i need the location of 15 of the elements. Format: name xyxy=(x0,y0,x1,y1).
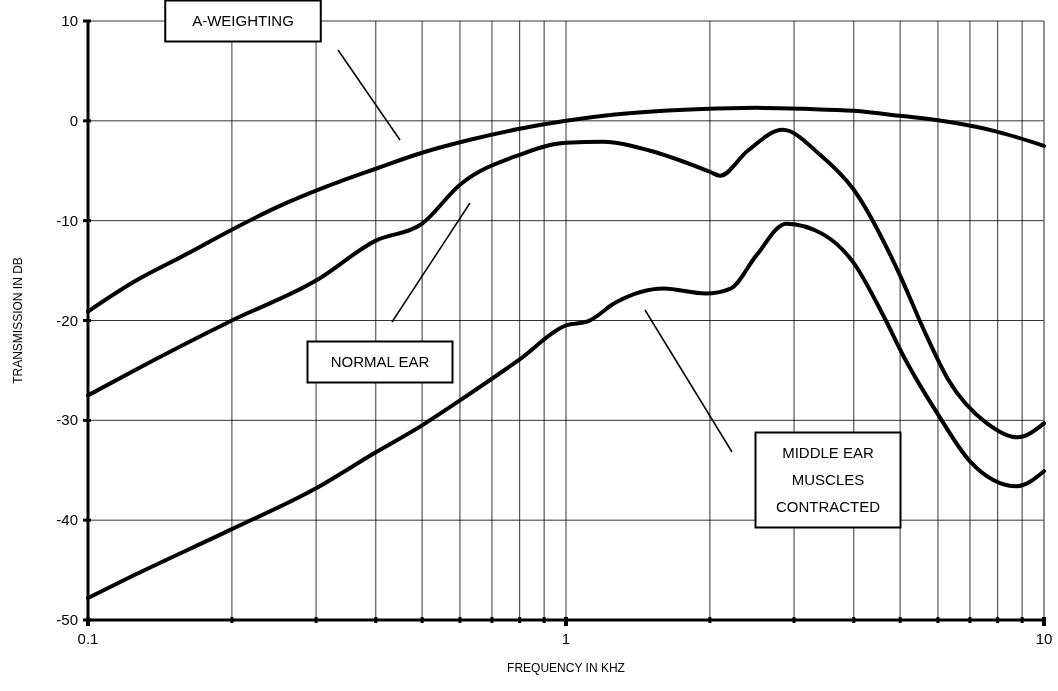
y-tick-label: -40 xyxy=(56,511,78,529)
annotation: A-WEIGHTING xyxy=(192,12,294,29)
annotation: MIDDLE EAR MUSCLES CONTRACTED xyxy=(775,444,881,515)
y-axis-title: TRANSMISSION IN DB xyxy=(11,257,25,384)
x-tick-label: 1 xyxy=(561,630,571,647)
y-tick-label: -20 xyxy=(56,311,78,329)
annotation: NORMAL EAR xyxy=(330,353,430,370)
y-tick-label: -30 xyxy=(56,411,78,429)
x-tick-label: 0.1 xyxy=(77,630,99,647)
x-tick-label: 10 xyxy=(1035,630,1053,647)
x-axis-title: FREQUENCY IN KHZ xyxy=(507,661,625,675)
y-tick-label: -50 xyxy=(56,611,78,628)
y-tick-label: 0 xyxy=(69,111,78,129)
y-tick-label: 10 xyxy=(61,12,78,29)
y-tick-label: -10 xyxy=(56,211,78,229)
